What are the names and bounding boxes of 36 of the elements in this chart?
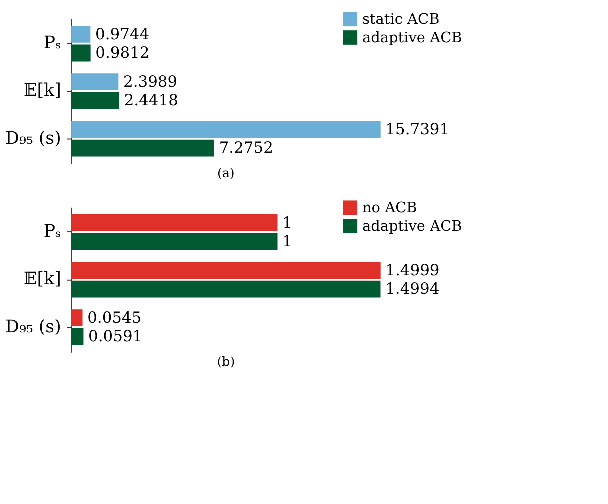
bar — [72, 26, 91, 43]
bar — [72, 262, 381, 279]
bar — [72, 140, 215, 157]
data-label: 2.3989 — [124, 72, 178, 91]
y-tick-label: Pₛ — [44, 34, 62, 54]
bar — [72, 92, 120, 110]
data-label: 0.9744 — [96, 25, 150, 44]
data-label: 2.4418 — [124, 92, 178, 110]
y-tick-label: D₉₅ (s) — [6, 128, 62, 149]
y-tick-label: Pₛ — [44, 222, 62, 242]
legend-label: static ACB — [362, 12, 440, 28]
data-label: 0.0545 — [88, 308, 142, 327]
text: (b) — [217, 354, 236, 369]
data-label: 1 — [282, 232, 292, 251]
data-label: 1.4999 — [386, 261, 440, 280]
data-label: 0.9812 — [96, 44, 150, 62]
bar — [72, 44, 91, 62]
legend-label: adaptive ACB — [362, 219, 462, 236]
bar — [72, 74, 119, 90]
bar — [72, 121, 381, 138]
text: (a) — [218, 165, 235, 180]
bar — [72, 310, 83, 326]
bar — [72, 328, 84, 346]
data-label: 0.0591 — [88, 328, 143, 346]
data-label: 1 — [282, 214, 292, 232]
bar — [72, 214, 278, 232]
y-tick-label: 𝔼[k] — [24, 270, 62, 290]
legend-label: no ACB — [362, 200, 418, 217]
data-label: 1.4994 — [386, 280, 440, 298]
data-label: 15.7391 — [386, 120, 450, 138]
bar — [72, 233, 278, 250]
data-label: 7.2752 — [219, 139, 274, 158]
bar — [72, 280, 381, 298]
legend-label: adaptive ACB — [362, 30, 462, 47]
y-tick-label: D₉₅ (s) — [6, 317, 62, 338]
y-tick-label: 𝔼[k] — [24, 81, 62, 102]
